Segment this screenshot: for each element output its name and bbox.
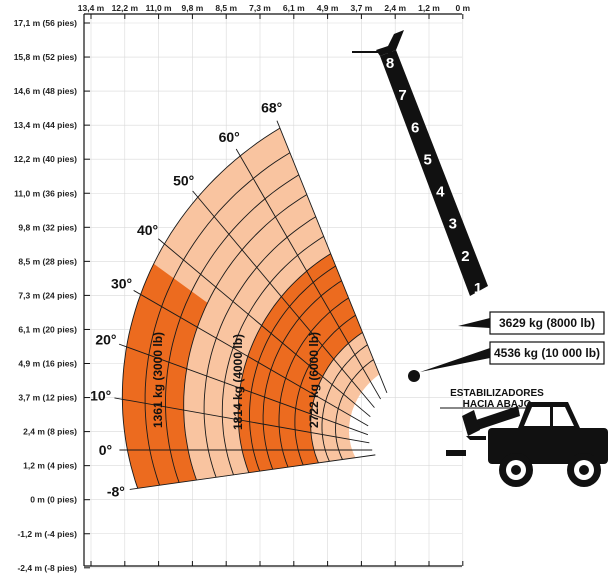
boom-section-label: 7 [398,87,406,104]
zone-1361 [122,263,208,489]
y-tick-label: 12,2 m (40 pies) [14,154,77,164]
x-tick-label: 1,2 m [418,3,440,13]
angle-ray [118,343,369,436]
boom-section-label: 4 [436,184,445,201]
zone-label: 2722 kg (6000 lb) [307,332,321,428]
stabilizer-label: ESTABILIZADORES [450,388,544,399]
load-zones [122,128,380,489]
angle-label: 30° [111,275,132,291]
y-tick-label: 2,4 m (8 pies) [23,427,77,437]
telehandler-icon [446,402,608,487]
y-tick-label: 1,2 m (4 pies) [23,461,77,471]
x-tick-label: 6,1 m [283,3,305,13]
capacity-label: 4536 kg (10 000 lb) [494,346,600,360]
x-tick-label: 2,4 m [384,3,406,13]
boom-section-label: 8 [386,55,394,72]
angle-ray [114,397,370,444]
y-tick-label: 14,6 m (48 pies) [14,86,77,96]
angle-label: -8° [107,483,125,499]
x-tick-label: 7,3 m [249,3,271,13]
boom-section-label: 6 [411,119,419,136]
zone-2722 [238,253,363,473]
x-tick-label: 3,7 m [351,3,373,13]
boom-section-label: 1 [474,280,482,297]
capacity-label: 3629 kg (8000 lb) [499,316,595,330]
y-tick-label: 7,3 m (24 pies) [18,290,77,300]
angle-ray [235,148,381,400]
y-tick-label: 17,1 m (56 pies) [14,18,77,28]
angle-ray [129,454,376,490]
x-tick-label: 11,0 m [146,3,172,13]
boom-section-label: 2 [461,248,469,265]
angle-ray [192,190,375,408]
x-tick-label: 0 m [455,3,470,13]
angle-ray [276,120,388,394]
x-tick-label: 12,2 m [112,3,139,13]
angle-label: 10° [90,387,111,403]
boom-section-label: 5 [424,151,432,168]
callout-pointer [458,318,490,328]
callout-dot [408,370,420,382]
x-tick-label: 8,5 m [215,3,237,13]
y-tick-label: 9,8 m (32 pies) [18,222,77,232]
angle-ray [133,290,369,427]
labels: -8° 0° 10° 20° 30° 40° 50° 60° 68° 1361 kg (3000 … [90,100,605,499]
boom-body [380,50,488,296]
axes: 13,4 m 12,2 m 11,0 m 9,8 m 8,5 m 7,3 m 6,1 m 4,… [14,3,471,573]
callout-pointer [420,348,490,372]
angle-label: 20° [95,331,116,347]
angle-label: 50° [173,172,194,188]
angle-ray [157,238,371,418]
arc-and-ray-lines [114,120,388,490]
angle-label: 0° [99,442,112,458]
y-tick-label: 0 m (0 pies) [30,495,77,505]
zone-label: 1361 kg (3000 lb) [151,332,165,428]
x-tick-label: 13,4 m [78,3,105,13]
x-tick-label: 4,9 m [317,3,339,13]
zone-label: 1814 kg (4000 lb) [231,334,245,430]
boom-tip [376,30,404,56]
y-tick-label: 3,7 m (12 pies) [18,393,77,403]
y-tick-label: 13,4 m (44 pies) [14,120,77,130]
envelope-light [122,128,380,489]
stabilizer-label: HACIA ABAJO [463,399,532,410]
angle-label: 68° [261,100,282,116]
y-tick-label: 6,1 m (20 pies) [18,324,77,334]
angle-label: 60° [219,129,240,145]
y-tick-label: 15,8 m (52 pies) [14,52,77,62]
y-tick-label: -2,4 m (-8 pies) [17,563,77,573]
x-tick-label: 9,8 m [182,3,204,13]
y-tick-label: 11,0 m (36 pies) [14,188,77,198]
y-tick-label: -1,2 m (-4 pies) [17,529,77,539]
y-tick-label: 4,9 m (16 pies) [18,359,77,369]
boom-section-label: 3 [449,216,457,233]
angle-label: 40° [137,222,158,238]
y-tick-label: 8,5 m (28 pies) [18,256,77,266]
